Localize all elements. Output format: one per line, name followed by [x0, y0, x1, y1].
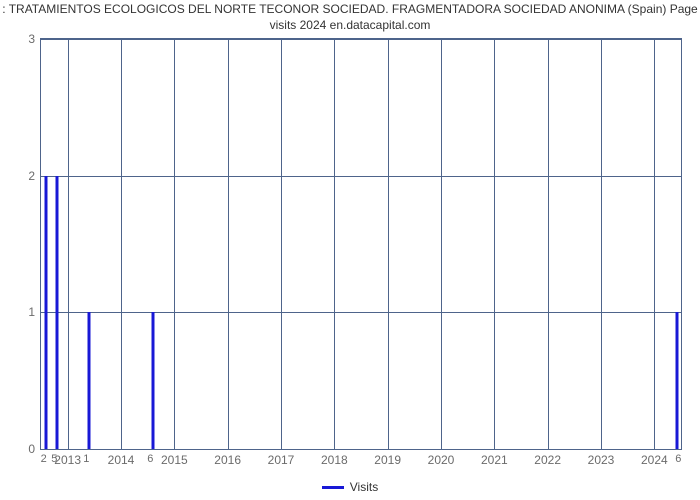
- legend-label: Visits: [350, 480, 378, 494]
- x-gridline: [654, 39, 655, 449]
- x-sub-label: 6: [675, 453, 681, 465]
- data-spike: [45, 176, 48, 449]
- x-gridline: [548, 39, 549, 449]
- x-gridline: [174, 39, 175, 449]
- x-tick-label: 2014: [108, 453, 135, 467]
- y-tick-label: 3: [28, 32, 35, 46]
- x-tick-label: 2013: [54, 453, 81, 467]
- x-gridline: [601, 39, 602, 449]
- data-spike: [675, 312, 678, 449]
- x-sub-label: 1: [83, 453, 89, 465]
- x-gridline: [68, 39, 69, 449]
- x-tick-label: 2018: [321, 453, 348, 467]
- y-gridline: [41, 39, 681, 40]
- y-tick-label: 1: [28, 305, 35, 319]
- x-tick-label: 2021: [481, 453, 508, 467]
- x-tick-label: 2019: [374, 453, 401, 467]
- x-gridline: [281, 39, 282, 449]
- y-tick-label: 0: [28, 442, 35, 456]
- x-tick-label: 2015: [161, 453, 188, 467]
- x-gridline: [228, 39, 229, 449]
- y-tick-label: 2: [28, 169, 35, 183]
- x-tick-label: 2023: [588, 453, 615, 467]
- legend: Visits: [0, 480, 700, 494]
- data-spike: [88, 312, 91, 449]
- y-gridline: [41, 312, 681, 313]
- y-gridline: [41, 449, 681, 450]
- data-spike: [152, 312, 155, 449]
- x-tick-label: 2022: [534, 453, 561, 467]
- data-spike: [56, 176, 59, 449]
- x-sub-label: 6: [147, 453, 153, 465]
- x-tick-label: 2016: [214, 453, 241, 467]
- x-sub-label: 5: [51, 453, 57, 465]
- y-gridline: [41, 176, 681, 177]
- plot-area: 0123201320142015201620172018201920202021…: [40, 38, 682, 450]
- x-tick-label: 2017: [268, 453, 295, 467]
- x-gridline: [334, 39, 335, 449]
- x-gridline: [121, 39, 122, 449]
- chart-title: : TRATAMIENTOS ECOLOGICOS DEL NORTE TECO…: [0, 2, 700, 33]
- x-gridline: [441, 39, 442, 449]
- x-gridline: [388, 39, 389, 449]
- x-sub-label: 2: [41, 453, 47, 465]
- x-gridline: [494, 39, 495, 449]
- legend-swatch: [322, 486, 344, 489]
- x-tick-label: 2020: [428, 453, 455, 467]
- x-tick-label: 2024: [641, 453, 668, 467]
